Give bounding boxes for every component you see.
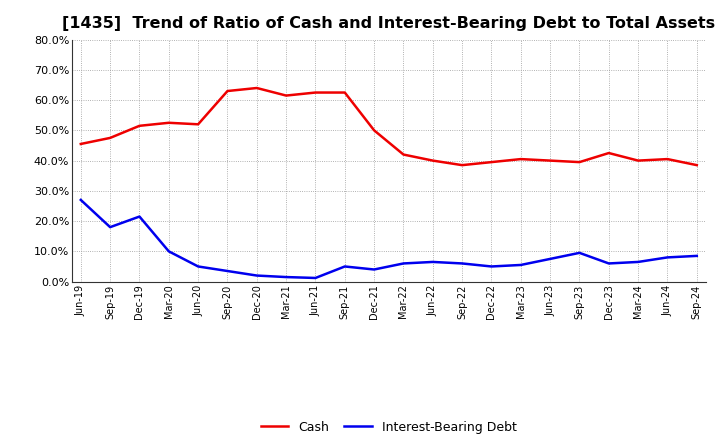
Interest-Bearing Debt bbox=[428, 259, 437, 264]
Cash bbox=[164, 120, 173, 125]
Cash bbox=[458, 162, 467, 168]
Cash bbox=[282, 93, 290, 98]
Interest-Bearing Debt bbox=[546, 256, 554, 261]
Cash bbox=[399, 152, 408, 157]
Cash bbox=[370, 128, 379, 133]
Cash bbox=[311, 90, 320, 95]
Cash bbox=[546, 158, 554, 163]
Interest-Bearing Debt bbox=[663, 255, 672, 260]
Interest-Bearing Debt bbox=[164, 249, 173, 254]
Cash bbox=[341, 90, 349, 95]
Interest-Bearing Debt bbox=[487, 264, 496, 269]
Interest-Bearing Debt bbox=[458, 261, 467, 266]
Cash bbox=[253, 85, 261, 91]
Interest-Bearing Debt bbox=[370, 267, 379, 272]
Cash bbox=[223, 88, 232, 94]
Line: Interest-Bearing Debt: Interest-Bearing Debt bbox=[81, 200, 697, 278]
Line: Cash: Cash bbox=[81, 88, 697, 165]
Interest-Bearing Debt bbox=[253, 273, 261, 278]
Interest-Bearing Debt bbox=[76, 197, 85, 202]
Cash bbox=[693, 162, 701, 168]
Interest-Bearing Debt bbox=[223, 268, 232, 274]
Cash bbox=[135, 123, 144, 128]
Interest-Bearing Debt bbox=[575, 250, 584, 256]
Cash bbox=[663, 157, 672, 162]
Cash bbox=[106, 135, 114, 140]
Interest-Bearing Debt bbox=[399, 261, 408, 266]
Interest-Bearing Debt bbox=[282, 275, 290, 280]
Interest-Bearing Debt bbox=[693, 253, 701, 259]
Cash bbox=[487, 159, 496, 165]
Interest-Bearing Debt bbox=[516, 262, 525, 268]
Cash bbox=[76, 141, 85, 147]
Cash bbox=[516, 157, 525, 162]
Legend: Cash, Interest-Bearing Debt: Cash, Interest-Bearing Debt bbox=[261, 421, 517, 434]
Interest-Bearing Debt bbox=[106, 224, 114, 230]
Title: [1435]  Trend of Ratio of Cash and Interest-Bearing Debt to Total Assets: [1435] Trend of Ratio of Cash and Intere… bbox=[62, 16, 716, 32]
Cash bbox=[428, 158, 437, 163]
Cash bbox=[194, 121, 202, 127]
Interest-Bearing Debt bbox=[634, 259, 642, 264]
Cash bbox=[575, 159, 584, 165]
Interest-Bearing Debt bbox=[605, 261, 613, 266]
Interest-Bearing Debt bbox=[135, 214, 144, 219]
Interest-Bearing Debt bbox=[194, 264, 202, 269]
Cash bbox=[634, 158, 642, 163]
Interest-Bearing Debt bbox=[341, 264, 349, 269]
Cash bbox=[605, 150, 613, 156]
Interest-Bearing Debt bbox=[311, 275, 320, 281]
